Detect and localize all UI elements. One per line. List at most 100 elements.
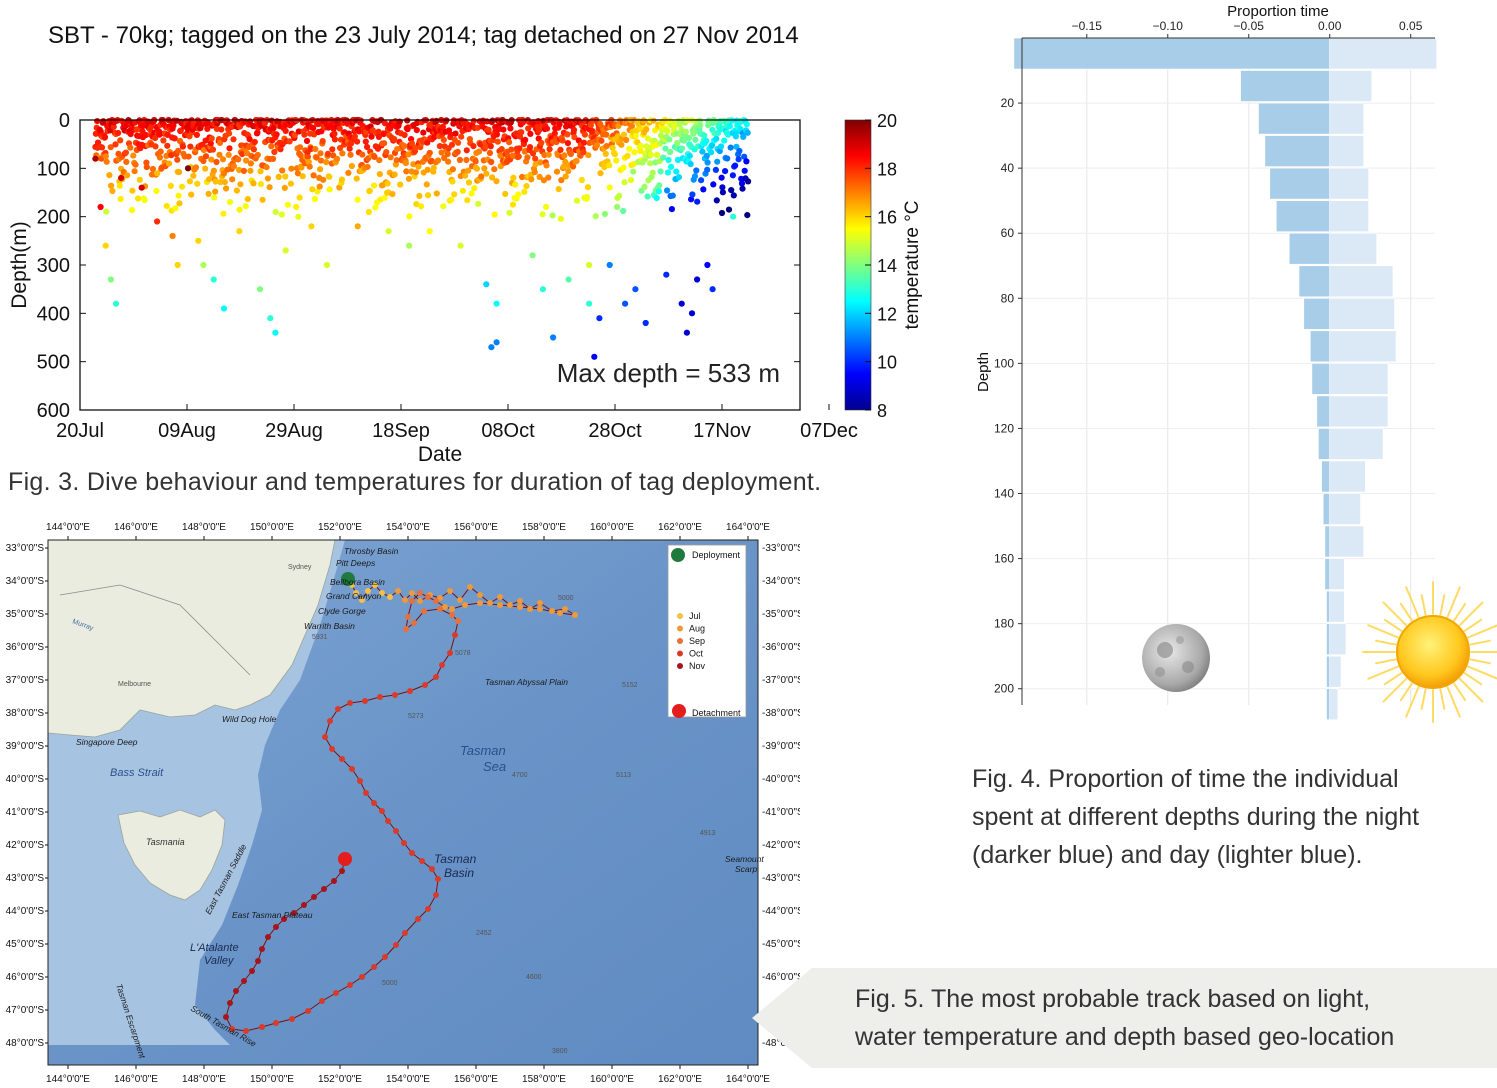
track-point: [433, 892, 439, 898]
fig4-bar-night: [1326, 590, 1331, 623]
fig3-dive-point: [273, 131, 280, 138]
fig3-dive-point: [738, 180, 746, 187]
fig3-point: [406, 242, 413, 249]
fig3-dive-point: [654, 151, 661, 158]
sun-ray: [1458, 601, 1484, 627]
fig3-dive-point: [722, 168, 729, 175]
sun-ray: [1446, 586, 1461, 618]
fig3-dive-point: [531, 169, 538, 176]
fig3-point: [678, 300, 685, 307]
fig3-dive-point: [525, 125, 532, 132]
sun-ray: [1405, 686, 1420, 718]
fig3-dive-point: [117, 137, 124, 144]
fig3-colorbar-tick-label: 10: [877, 353, 897, 373]
label-d4700: 4700: [512, 772, 528, 779]
track-point: [415, 916, 421, 922]
fig3-dive-point: [397, 181, 404, 188]
track-point: [449, 612, 455, 618]
fig3-dive-point: [401, 131, 408, 139]
map-lat-label-right: -42°0'0"S: [762, 840, 800, 851]
fig3-dive-point: [175, 169, 183, 176]
fig3-dive-point: [614, 203, 621, 210]
map-lat-label-right: -45°0'0"S: [762, 939, 800, 950]
fig3-dive-point: [284, 201, 291, 208]
fig3-dive-point: [455, 139, 462, 146]
fig3-dive-point: [744, 129, 751, 136]
map-lon-label-top: 144°0'0"E: [46, 522, 90, 533]
label-tasmania: Tasmania: [146, 837, 185, 847]
fig4-bar-night: [1326, 623, 1331, 656]
fig3-dive-point: [515, 191, 522, 198]
fig3-dive-point: [664, 187, 671, 194]
fig3-dive-point: [263, 164, 270, 171]
fig3-dive-point: [560, 163, 567, 170]
fig3-dive-point: [664, 169, 672, 176]
fig3-dive-point: [502, 190, 509, 197]
fig3-dive-point: [254, 129, 261, 136]
map-lat-label-left: 45°0'0"S: [6, 939, 45, 950]
fig3-dive-point: [719, 184, 726, 191]
fig3-dive-point: [601, 210, 609, 218]
fig3-dive-point: [282, 127, 289, 134]
fig3-dive-point: [487, 143, 494, 150]
fig3-dive-point: [376, 171, 383, 178]
track-point: [407, 688, 413, 694]
fig3-dive-point: [693, 167, 700, 174]
fig3-colorbar-tick-label: 18: [877, 159, 897, 179]
map-lat-label-right: -46°0'0"S: [762, 972, 800, 983]
fig3-dive-point: [353, 175, 360, 182]
fig4-bar-night: [1269, 167, 1330, 200]
fig3-dive-point: [474, 124, 481, 131]
fig4-bar-day: [1329, 200, 1369, 232]
fig3-dive-point: [593, 142, 601, 149]
fig3-dive-point: [163, 202, 170, 210]
fig3-dive-point: [326, 186, 333, 193]
fig3-dive-point: [643, 126, 650, 133]
fig3-dive-point: [338, 176, 345, 183]
fig3-dive-point: [211, 194, 218, 201]
fig3-dive-point: [208, 135, 215, 142]
fig3-dive-point: [471, 185, 478, 192]
fig3-dive-point: [314, 188, 321, 195]
track-point: [339, 868, 345, 874]
fig3-dive-point: [303, 137, 311, 145]
fig3-dive-point: [449, 178, 456, 185]
track-point: [507, 602, 513, 608]
fig3-dive-point: [448, 141, 456, 148]
fig4-y-tick-label: 120: [994, 421, 1014, 435]
fig3-dive-point: [416, 192, 423, 199]
fig4-caption-line: (darker blue) and day (lighter blue).: [972, 841, 1363, 869]
track-point: [487, 600, 493, 606]
track-point: [403, 626, 409, 632]
fig3-dive-point: [171, 135, 178, 142]
fig3-point: [195, 237, 202, 244]
fig4-bar-day: [1329, 525, 1365, 558]
track-point: [319, 998, 325, 1004]
fig3-dive-point: [620, 207, 627, 215]
fig3-dive-point: [470, 117, 477, 124]
sun-ray: [1467, 665, 1497, 680]
fig3-dive-point: [127, 131, 134, 138]
fig3-dive-point: [98, 144, 106, 151]
fig4-bar-night: [1275, 200, 1330, 232]
fig3-dive-point: [297, 144, 304, 151]
track-point: [449, 606, 455, 612]
fig3-point: [210, 276, 217, 283]
label-latalante-1: L'Atalante: [190, 942, 239, 954]
track-point: [409, 850, 415, 856]
fig3-dive-point: [623, 136, 630, 144]
fig3-x-tick-label: 20Jul: [56, 420, 104, 442]
fig3-dive-point: [488, 158, 495, 166]
sun-icon: [1362, 581, 1497, 723]
fig3-dive-point: [744, 212, 751, 219]
track-point: [425, 906, 431, 912]
map-lat-label-right: -40°0'0"S: [762, 774, 800, 785]
sun-ray: [1405, 586, 1420, 618]
track-point: [379, 590, 385, 596]
fig4-x-tick-label: 0.00: [1318, 19, 1342, 33]
fig4-caption: Fig. 4. Proportion of time the individua…: [972, 760, 1497, 874]
fig4-y-tick-label: 160: [994, 552, 1014, 566]
track-point: [409, 590, 415, 596]
fig3-dive-point: [168, 152, 175, 159]
fig3-dive-point: [436, 143, 443, 150]
